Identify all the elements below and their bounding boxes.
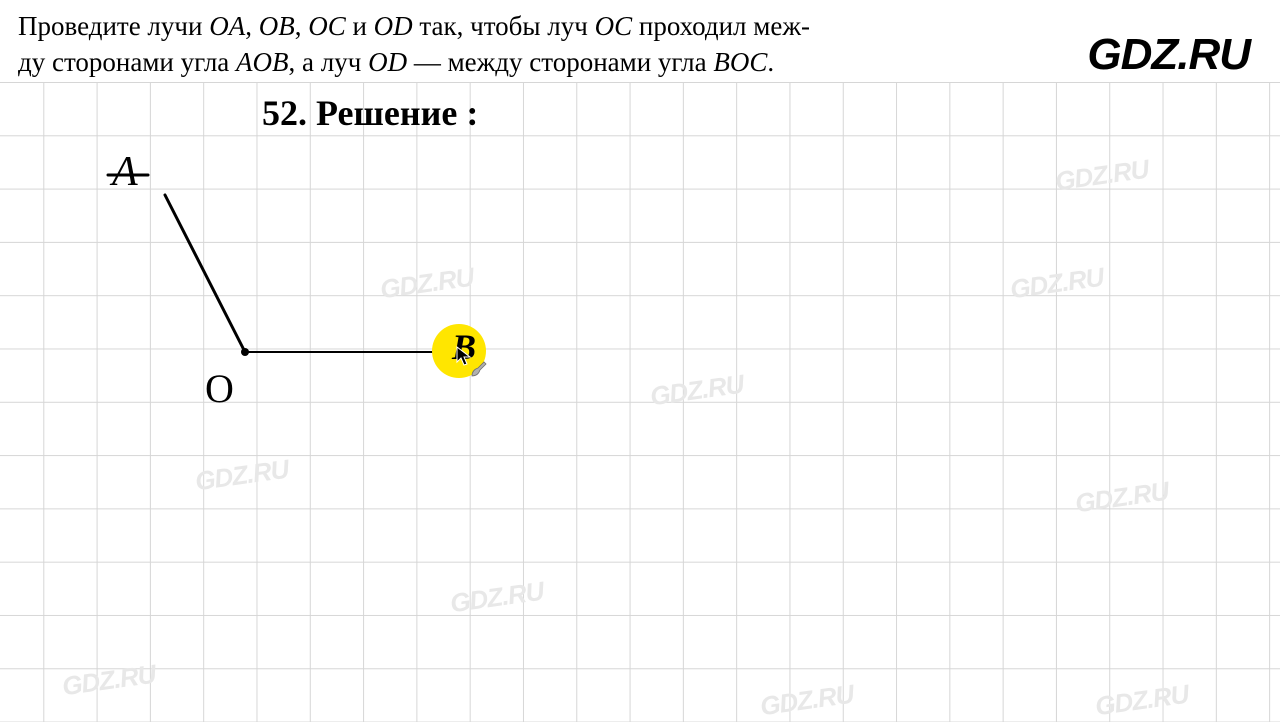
angle-AOB: AOB [236,47,288,77]
ray-OD-2: OD [368,47,407,77]
text: — между сторонами угла [407,47,713,77]
text: . [767,47,774,77]
ray-OA: OA [209,11,245,41]
problem-statement: Проведите лучи OA, OB, OC и OD так, чтоб… [18,8,990,81]
angle-BOC: BOC [713,47,767,77]
point-label-A: A [112,148,138,196]
point-label-O: O [205,365,234,412]
site-logo: GDZ.RU [1087,30,1250,80]
ray-OD: OD [374,11,413,41]
text: , а луч [289,47,369,77]
text: , [245,11,259,41]
ray-OB: OB [259,11,295,41]
point-label-B: B [452,326,476,368]
text: и [346,11,374,41]
text: ду сторонами угла [18,47,236,77]
text: , [295,11,309,41]
ray-OC: OC [308,11,346,41]
ray-OC-2: OC [595,11,633,41]
text: проходил меж- [632,11,810,41]
text: так, чтобы луч [413,11,595,41]
solution-title: 52. Решение : [262,92,478,134]
text: Проведите лучи [18,11,209,41]
